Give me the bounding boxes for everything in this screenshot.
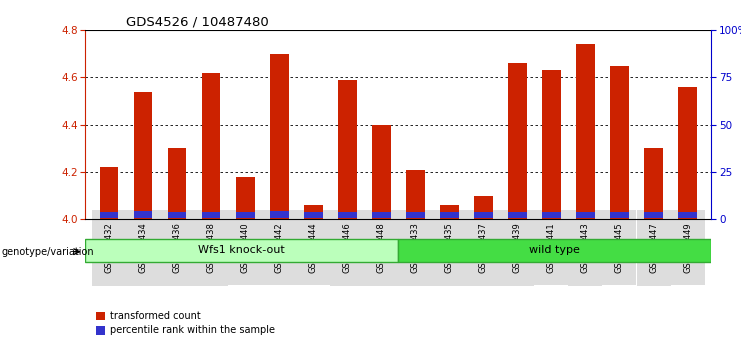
- Bar: [610, 65, 629, 219]
- Bar: [406, 212, 425, 218]
- Bar: [133, 92, 153, 219]
- Bar: [96, 326, 105, 335]
- Text: wild type: wild type: [529, 245, 580, 256]
- Bar: [508, 212, 527, 218]
- Bar: [96, 312, 105, 320]
- Bar: [644, 148, 663, 219]
- Bar: [338, 212, 356, 218]
- Bar: [304, 205, 322, 219]
- Text: transformed count: transformed count: [110, 311, 200, 321]
- Bar: [406, 170, 425, 219]
- Bar: [270, 54, 288, 219]
- Text: Wfs1 knock-out: Wfs1 knock-out: [199, 245, 285, 256]
- Bar: [100, 167, 119, 219]
- Bar: [678, 212, 697, 218]
- Bar: [85, 239, 399, 262]
- Bar: [236, 212, 254, 218]
- Bar: [133, 211, 153, 218]
- Bar: [542, 212, 561, 218]
- Text: percentile rank within the sample: percentile rank within the sample: [110, 325, 275, 335]
- Bar: [372, 212, 391, 218]
- Bar: [372, 125, 391, 219]
- Bar: [304, 212, 322, 218]
- Text: genotype/variation: genotype/variation: [1, 247, 94, 257]
- Bar: [202, 212, 221, 218]
- Bar: [542, 70, 561, 219]
- Bar: [202, 73, 221, 219]
- Bar: [610, 212, 629, 218]
- Bar: [399, 239, 711, 262]
- Bar: [474, 212, 493, 218]
- Text: GDS4526 / 10487480: GDS4526 / 10487480: [126, 16, 269, 29]
- Bar: [100, 212, 119, 218]
- Bar: [576, 212, 595, 218]
- Bar: [440, 205, 459, 219]
- Bar: [236, 177, 254, 219]
- Bar: [576, 44, 595, 219]
- Bar: [338, 80, 356, 219]
- Bar: [508, 63, 527, 219]
- Bar: [474, 196, 493, 219]
- Bar: [440, 212, 459, 218]
- Bar: [644, 212, 663, 218]
- Bar: [167, 212, 187, 218]
- Bar: [678, 87, 697, 219]
- Bar: [167, 148, 187, 219]
- Bar: [270, 211, 288, 218]
